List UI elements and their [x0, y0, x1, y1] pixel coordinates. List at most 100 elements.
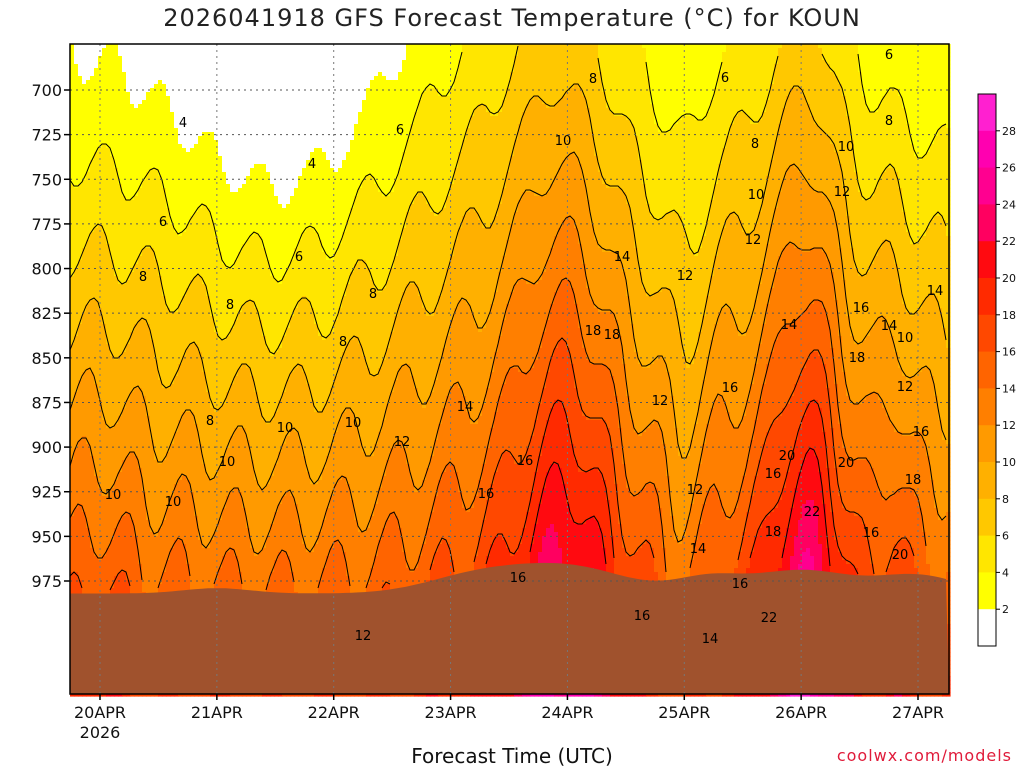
- heatmap-cell: [90, 300, 95, 305]
- heatmap-cell: [94, 392, 99, 397]
- heatmap-cell: [146, 144, 151, 149]
- heatmap-cell: [138, 128, 143, 133]
- heatmap-cell: [70, 504, 75, 509]
- heatmap-cell: [178, 428, 183, 433]
- heatmap-cell: [138, 368, 143, 373]
- heatmap-cell: [162, 224, 167, 229]
- heatmap-cell: [154, 48, 159, 53]
- heatmap-cell: [154, 424, 159, 429]
- heatmap-cell: [174, 188, 179, 193]
- heatmap-cell: [82, 304, 87, 309]
- heatmap-cell: [150, 112, 155, 117]
- heatmap-cell: [122, 360, 127, 365]
- heatmap-cell: [102, 60, 107, 65]
- heatmap-cell: [142, 292, 147, 297]
- heatmap-cell: [114, 440, 119, 445]
- heatmap-cell: [142, 580, 147, 585]
- heatmap-cell: [182, 204, 187, 209]
- heatmap-cell: [154, 444, 159, 449]
- heatmap-cell: [154, 528, 159, 533]
- heatmap-cell: [106, 216, 111, 221]
- heatmap-cell: [138, 516, 143, 521]
- heatmap-cell: [86, 368, 91, 373]
- heatmap-cell: [174, 100, 179, 105]
- heatmap-cell: [70, 476, 75, 481]
- heatmap-cell: [182, 232, 187, 237]
- heatmap-cell: [118, 100, 123, 105]
- heatmap-cell: [82, 248, 87, 253]
- heatmap-cell: [86, 320, 91, 325]
- heatmap-cell: [102, 76, 107, 81]
- heatmap-cell: [142, 572, 147, 577]
- heatmap-cell: [158, 104, 163, 109]
- heatmap-cell: [142, 256, 147, 261]
- heatmap-cell: [106, 380, 111, 385]
- heatmap-cell: [154, 112, 159, 117]
- heatmap-cell: [70, 448, 75, 453]
- heatmap-cell: [150, 300, 155, 305]
- heatmap-cell: [146, 124, 151, 129]
- heatmap-cell: [174, 532, 179, 537]
- heatmap-cell: [102, 340, 107, 345]
- heatmap-cell: [150, 540, 155, 545]
- heatmap-cell: [142, 300, 147, 305]
- heatmap-cell: [82, 572, 87, 577]
- heatmap-cell: [98, 524, 103, 529]
- heatmap-cell: [70, 532, 75, 537]
- heatmap-cell: [126, 84, 131, 89]
- heatmap-cell: [182, 224, 187, 229]
- heatmap-cell: [162, 64, 167, 69]
- heatmap-cell: [90, 392, 95, 397]
- heatmap-cell: [178, 376, 183, 381]
- heatmap-cell: [78, 440, 83, 445]
- heatmap-cell: [182, 172, 187, 177]
- heatmap-cell: [142, 168, 147, 173]
- heatmap-cell: [166, 228, 171, 233]
- heatmap-cell: [134, 108, 139, 113]
- heatmap-cell: [190, 212, 195, 217]
- heatmap-cell: [78, 236, 83, 241]
- heatmap-cell: [190, 428, 195, 433]
- heatmap-cell: [130, 192, 135, 197]
- heatmap-cell: [186, 516, 191, 521]
- heatmap-cell: [86, 468, 91, 473]
- heatmap-cell: [118, 192, 123, 197]
- heatmap-cell: [110, 436, 115, 441]
- heatmap-cell: [70, 440, 75, 445]
- heatmap-cell: [190, 320, 195, 325]
- heatmap-cell: [158, 184, 163, 189]
- heatmap-cell: [102, 244, 107, 249]
- heatmap-cell: [158, 568, 163, 573]
- heatmap-cell: [182, 124, 187, 129]
- heatmap-cell: [134, 420, 139, 425]
- heatmap-cell: [86, 408, 91, 413]
- heatmap-cell: [134, 200, 139, 205]
- heatmap-cell: [190, 368, 195, 373]
- heatmap-cell: [74, 488, 79, 493]
- heatmap-cell: [114, 176, 119, 181]
- heatmap-cell: [114, 508, 119, 513]
- heatmap-cell: [178, 328, 183, 333]
- heatmap-cell: [158, 92, 163, 97]
- heatmap-cell: [186, 400, 191, 405]
- heatmap-cell: [78, 360, 83, 365]
- heatmap-cell: [86, 136, 91, 141]
- heatmap-cell: [138, 396, 143, 401]
- heatmap-cell: [190, 92, 195, 97]
- heatmap-cell: [78, 344, 83, 349]
- heatmap-cell: [114, 228, 119, 233]
- heatmap-cell: [166, 468, 171, 473]
- heatmap-cell: [134, 264, 139, 269]
- heatmap-cell: [110, 372, 115, 377]
- heatmap-cell: [102, 332, 107, 337]
- heatmap-cell: [190, 352, 195, 357]
- heatmap-cell: [126, 372, 131, 377]
- heatmap-cell: [130, 132, 135, 137]
- heatmap-cell: [126, 228, 131, 233]
- heatmap-cell: [114, 404, 119, 409]
- heatmap-cell: [130, 296, 135, 301]
- heatmap-cell: [110, 80, 115, 85]
- heatmap-cell: [138, 276, 143, 281]
- heatmap-cell: [134, 308, 139, 313]
- heatmap-cell: [78, 524, 83, 529]
